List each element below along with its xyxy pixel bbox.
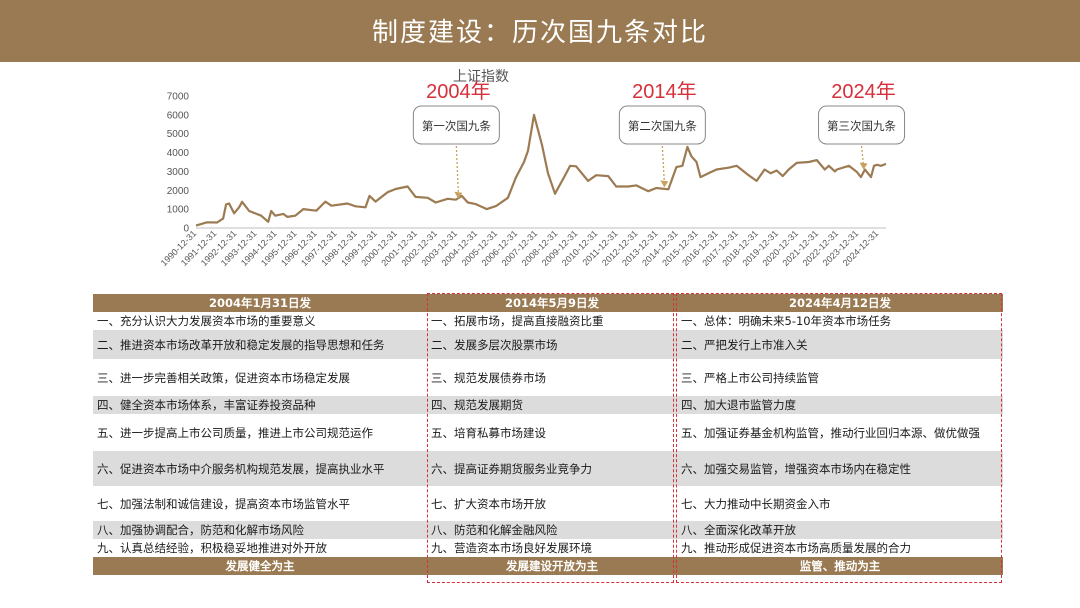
footer-2014: 发展建设开放为主 [427, 557, 677, 575]
cell-2024: 二、严把发行上市准入关 [677, 330, 1003, 359]
annotation-arrowhead-1 [454, 191, 463, 199]
header-2014: 2014年5月9日发 [427, 294, 677, 312]
cell-2004: 三、进一步完善相关政策，促进资本市场稳定发展 [97, 370, 350, 385]
header-2024: 2024年4月12日发 [677, 294, 1003, 312]
annotation-label-1: 第一次国九条 [422, 119, 491, 133]
footer-2024: 监管、推动为主 [677, 557, 1003, 575]
cell-2014: 五、培育私募市场建设 [431, 425, 546, 440]
cell-2014: 一、拓展市场，提高直接融资比重 [431, 314, 604, 328]
table-row: 九、认真总结经验，积极稳妥地推进对外开放 九、营造资本市场良好发展环境 九、推动… [93, 539, 1003, 557]
cell-2024: 三、严格上市公司持续监管 [681, 370, 819, 385]
annotation-arrow-1 [455, 145, 460, 195]
cell-2004: 五、进一步提高上市公司质量，推进上市公司规范运作 [97, 425, 373, 440]
table-row: 三、进一步完善相关政策，促进资本市场稳定发展 三、规范发展债券市场 三、严格上市… [93, 359, 1003, 396]
annotation-arrowhead-2 [660, 180, 669, 188]
cell-2024: 七、大力推动中长期资金入市 [681, 496, 831, 511]
cell-2004: 九、认真总结经验，积极稳妥地推进对外开放 [97, 541, 327, 555]
cell-2014: 八、防范和化解金融风险 [427, 521, 677, 539]
policy-comparison-table: 2004年1月31日发 2014年5月9日发 2024年4月12日发 一、充分认… [93, 293, 1003, 583]
annotation-box-3 [818, 105, 906, 145]
cell-2014: 四、规范发展期货 [427, 396, 677, 414]
table-row: 一、充分认识大力发展资本市场的重要意义 一、拓展市场，提高直接融资比重 一、总体… [93, 312, 1003, 330]
cell-2024: 四、加大退市监管力度 [677, 396, 1003, 414]
y-tick-label: 7000 [167, 92, 190, 103]
y-tick-label: 5000 [167, 129, 190, 140]
cell-2024: 一、总体：明确未来5-10年资本市场任务 [681, 314, 892, 328]
table-row: 五、进一步提高上市公司质量，推进上市公司规范运作 五、培育私募市场建设 五、加强… [93, 414, 1003, 451]
slide-title: 制度建设：历次国九条对比 [371, 18, 708, 48]
cell-2004: 一、充分认识大力发展资本市场的重要意义 [97, 314, 316, 328]
cell-2014: 二、发展多层次股票市场 [427, 330, 677, 359]
annotation-arrow-3 [860, 145, 865, 166]
y-tick-label: 0 [183, 224, 189, 235]
cell-2014: 三、规范发展债券市场 [431, 370, 546, 385]
y-tick-label: 1000 [167, 205, 190, 216]
title-banner: 制度建设：历次国九条对比 [0, 0, 1080, 62]
annotation-box-2 [618, 105, 706, 145]
annotation-box-1 [412, 105, 500, 145]
y-tick-label: 6000 [167, 110, 190, 121]
annotation-label-3: 第三次国九条 [827, 119, 896, 133]
annotation-year-1: 2004年 [426, 80, 491, 103]
table-row: 六、促进资本市场中介服务机构规范发展，提高执业水平 六、提高证券期货服务业竞争力… [93, 451, 1003, 486]
cell-2024: 九、推动形成促进资本市场高质量发展的合力 [681, 541, 911, 555]
annotation-year-2: 2014年 [632, 80, 697, 103]
cell-2024: 五、加强证券基金机构监管，推动行业回归本源、做优做强 [681, 425, 980, 440]
table-row: 七、加强法制和诚信建设，提高资本市场监管水平 七、扩大资本市场开放 七、大力推动… [93, 486, 1003, 521]
cell-2004: 八、加强协调配合，防范和化解市场风险 [93, 521, 427, 539]
table-row: 二、推进资本市场改革开放和稳定发展的指导思想和任务 二、发展多层次股票市场 二、… [93, 330, 1003, 359]
y-tick-label: 3000 [167, 167, 190, 178]
footer-2004: 发展健全为主 [93, 557, 427, 575]
cell-2014: 九、营造资本市场良好发展环境 [431, 541, 592, 555]
annotation-year-3: 2024年 [831, 80, 896, 103]
table-row: 四、健全资本市场体系，丰富证券投资品种 四、规范发展期货 四、加大退市监管力度 [93, 396, 1003, 414]
table-footer-row: 发展健全为主 发展建设开放为主 监管、推动为主 [93, 557, 1003, 575]
annotation-arrow-2 [661, 145, 666, 184]
table-header-row: 2004年1月31日发 2014年5月9日发 2024年4月12日发 [93, 294, 1003, 312]
cell-2004: 六、促进资本市场中介服务机构规范发展，提高执业水平 [93, 451, 427, 486]
cell-2024: 八、全面深化改革开放 [677, 521, 1003, 539]
cell-2014: 六、提高证券期货服务业竞争力 [427, 451, 677, 486]
cell-2004: 四、健全资本市场体系，丰富证券投资品种 [93, 396, 427, 414]
table-row: 八、加强协调配合，防范和化解市场风险 八、防范和化解金融风险 八、全面深化改革开… [93, 521, 1003, 539]
annotation-label-2: 第二次国九条 [628, 119, 697, 133]
cell-2004: 二、推进资本市场改革开放和稳定发展的指导思想和任务 [93, 330, 427, 359]
cell-2014: 七、扩大资本市场开放 [431, 496, 546, 511]
series-line [195, 113, 887, 227]
annotation-arrowhead-3 [859, 162, 868, 170]
shanghai-index-chart: 上证指数010002000300040005000600070001990-12… [159, 68, 906, 268]
chart-title: 上证指数 [453, 68, 509, 84]
y-tick-label: 2000 [167, 186, 190, 197]
header-2004: 2004年1月31日发 [93, 294, 427, 312]
y-tick-label: 4000 [167, 148, 190, 159]
cell-2024: 六、加强交易监管，增强资本市场内在稳定性 [677, 451, 1003, 486]
cell-2004: 七、加强法制和诚信建设，提高资本市场监管水平 [97, 496, 350, 511]
